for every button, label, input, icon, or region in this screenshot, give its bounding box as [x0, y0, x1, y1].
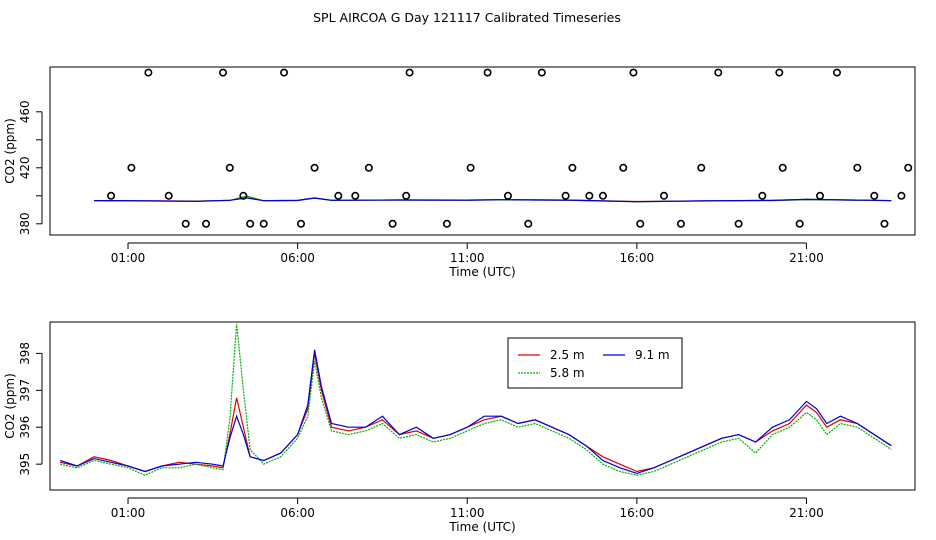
data-point	[107, 191, 116, 200]
x-tick-label: 01:00	[111, 251, 146, 265]
y-tick-label: 396	[18, 416, 32, 439]
data-point	[629, 68, 638, 77]
data-point	[364, 163, 373, 172]
y-axis-label: CO2 (ppm)	[3, 118, 17, 184]
y-tick-label: 380	[18, 212, 32, 235]
x-tick-label: 11:00	[450, 506, 485, 520]
data-point	[619, 163, 628, 172]
data-point	[758, 191, 767, 200]
y-tick-label: 397	[18, 379, 32, 402]
top-scatter-panel: 01:00 06:00 11:00 16:00 21:00 Time (UTC) 380 42…	[3, 66, 916, 279]
data-point	[904, 163, 913, 172]
data-point	[585, 191, 594, 200]
series-line-blue	[94, 197, 892, 203]
data-point	[568, 163, 577, 172]
data-point	[897, 191, 906, 200]
x-axis-label: Time (UTC)	[448, 265, 515, 279]
data-point	[164, 191, 173, 200]
x-tick-label: 11:00	[450, 251, 485, 265]
data-point	[483, 68, 492, 77]
figure-title: SPL AIRCOA G Day 121117 Calibrated Times…	[313, 10, 621, 25]
series-line-blue	[60, 349, 892, 475]
data-point	[219, 68, 228, 77]
data-point	[334, 191, 343, 200]
data-point	[676, 219, 685, 228]
data-point	[870, 191, 879, 200]
x-tick-label: 16:00	[620, 506, 655, 520]
data-point	[127, 163, 136, 172]
series-line-red	[60, 353, 892, 473]
y-axis: 395 396 397 398	[18, 342, 43, 476]
data-point	[524, 219, 533, 228]
data-point	[503, 191, 512, 200]
y-tick-label: 398	[18, 342, 32, 365]
y-tick-label: 460	[18, 100, 32, 123]
y-axis-label: CO2 (ppm)	[3, 373, 17, 439]
data-point	[351, 191, 360, 200]
y-axis: 380 420 460	[18, 100, 43, 235]
data-point	[816, 191, 825, 200]
data-point	[297, 219, 306, 228]
data-point	[697, 163, 706, 172]
data-point	[225, 163, 234, 172]
x-tick-label: 01:00	[111, 506, 146, 520]
data-point	[310, 163, 319, 172]
data-point	[795, 219, 804, 228]
data-point	[880, 219, 889, 228]
x-tick-label: 06:00	[280, 251, 315, 265]
data-point	[853, 163, 862, 172]
legend-label: 5.8 m	[550, 366, 585, 380]
legend-label: 2.5 m	[550, 348, 585, 362]
series-line-green	[60, 323, 892, 476]
data-point	[280, 68, 289, 77]
x-axis: 01:00 06:00 11:00 16:00 21:00	[111, 242, 824, 265]
data-point	[598, 191, 607, 200]
data-point	[144, 68, 153, 77]
data-point	[775, 68, 784, 77]
plot-area	[60, 323, 892, 476]
x-axis: 01:00 06:00 11:00 16:00 21:00	[111, 497, 824, 520]
data-point	[202, 219, 211, 228]
legend-label: 9.1 m	[635, 348, 670, 362]
plot-frame	[49, 321, 916, 491]
x-tick-label: 21:00	[789, 506, 824, 520]
y-tick-label: 395	[18, 453, 32, 476]
data-point	[714, 68, 723, 77]
data-point	[561, 191, 570, 200]
plot-frame	[49, 66, 916, 236]
data-point	[181, 219, 190, 228]
data-point	[442, 219, 451, 228]
data-point	[402, 191, 411, 200]
legend-box	[507, 337, 683, 389]
x-axis-label: Time (UTC)	[448, 520, 515, 534]
data-point	[636, 219, 645, 228]
y-tick-label: 420	[18, 156, 32, 179]
x-tick-label: 06:00	[280, 506, 315, 520]
data-point	[466, 163, 475, 172]
data-point	[734, 219, 743, 228]
data-point	[659, 191, 668, 200]
data-point	[778, 163, 787, 172]
data-point	[246, 219, 255, 228]
data-point	[239, 191, 248, 200]
data-point	[388, 219, 397, 228]
data-point	[405, 68, 414, 77]
data-point	[537, 68, 546, 77]
plot-area	[94, 68, 913, 228]
x-tick-label: 21:00	[789, 251, 824, 265]
data-point	[259, 219, 268, 228]
x-tick-label: 16:00	[620, 251, 655, 265]
legend: 2.5 m 5.8 m 9.1 m	[507, 337, 683, 389]
data-point	[832, 68, 841, 77]
